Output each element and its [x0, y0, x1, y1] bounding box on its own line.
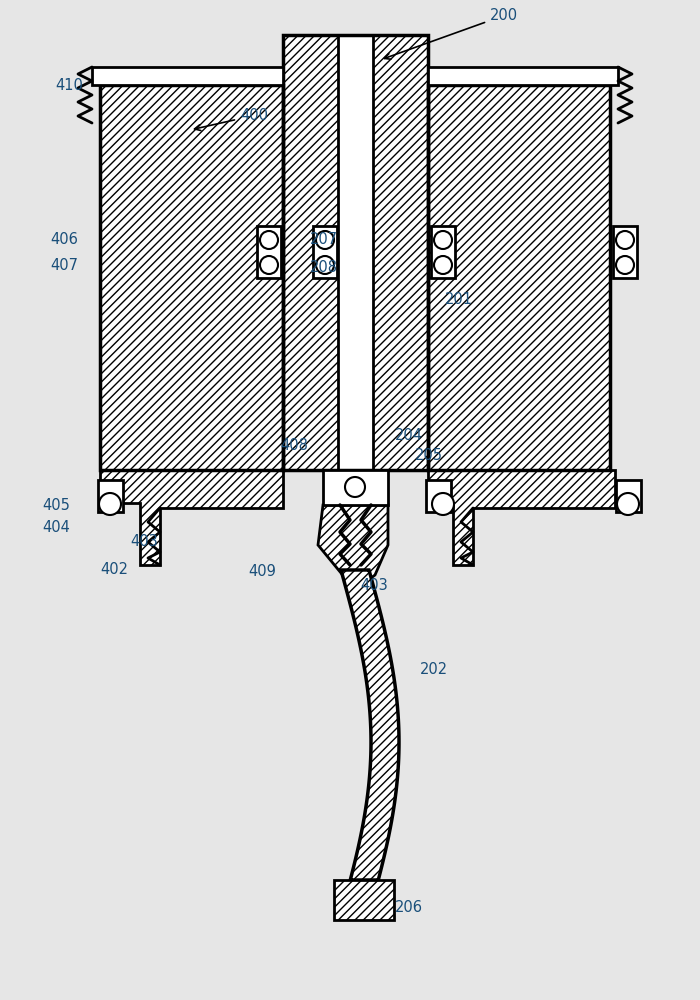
- Text: 204: 204: [395, 428, 423, 442]
- Bar: [335, 880, 394, 920]
- Bar: [428, 85, 610, 470]
- Circle shape: [316, 256, 334, 274]
- Circle shape: [260, 256, 278, 274]
- Bar: [338, 35, 373, 472]
- Bar: [100, 85, 283, 470]
- Text: 201: 201: [445, 292, 473, 308]
- Text: 410: 410: [55, 78, 83, 93]
- Circle shape: [260, 231, 278, 249]
- Polygon shape: [428, 470, 615, 565]
- Circle shape: [616, 231, 634, 249]
- Text: 207: 207: [310, 232, 338, 247]
- Text: 202: 202: [420, 662, 448, 678]
- Text: 400: 400: [195, 108, 268, 131]
- Text: 200: 200: [384, 8, 518, 59]
- Bar: [428, 85, 610, 470]
- Text: 406: 406: [50, 232, 78, 247]
- Polygon shape: [92, 67, 283, 85]
- Text: 407: 407: [50, 257, 78, 272]
- Polygon shape: [100, 470, 283, 565]
- Bar: [100, 85, 283, 470]
- Bar: [257, 226, 281, 278]
- Bar: [426, 480, 451, 512]
- Polygon shape: [323, 470, 388, 505]
- Circle shape: [432, 493, 454, 515]
- Text: 206: 206: [395, 900, 423, 916]
- Bar: [283, 35, 428, 470]
- Text: 208: 208: [310, 259, 338, 274]
- Text: 403: 403: [360, 578, 388, 592]
- Circle shape: [434, 231, 452, 249]
- Polygon shape: [318, 505, 388, 590]
- Text: 402: 402: [100, 562, 128, 578]
- Bar: [616, 480, 641, 512]
- Circle shape: [345, 477, 365, 497]
- Bar: [613, 226, 637, 278]
- Circle shape: [316, 231, 334, 249]
- Text: 405: 405: [42, 497, 70, 512]
- Text: 205: 205: [415, 448, 443, 462]
- Text: 409: 409: [248, 564, 276, 580]
- Polygon shape: [341, 570, 399, 880]
- Bar: [98, 480, 123, 512]
- Circle shape: [616, 256, 634, 274]
- Bar: [313, 226, 337, 278]
- Circle shape: [99, 493, 121, 515]
- Text: 404: 404: [42, 520, 70, 534]
- Polygon shape: [428, 67, 618, 85]
- Text: 408: 408: [280, 438, 308, 452]
- Bar: [283, 35, 428, 470]
- Bar: [431, 226, 455, 278]
- Circle shape: [617, 493, 639, 515]
- Circle shape: [434, 256, 452, 274]
- Text: 403: 403: [130, 534, 158, 550]
